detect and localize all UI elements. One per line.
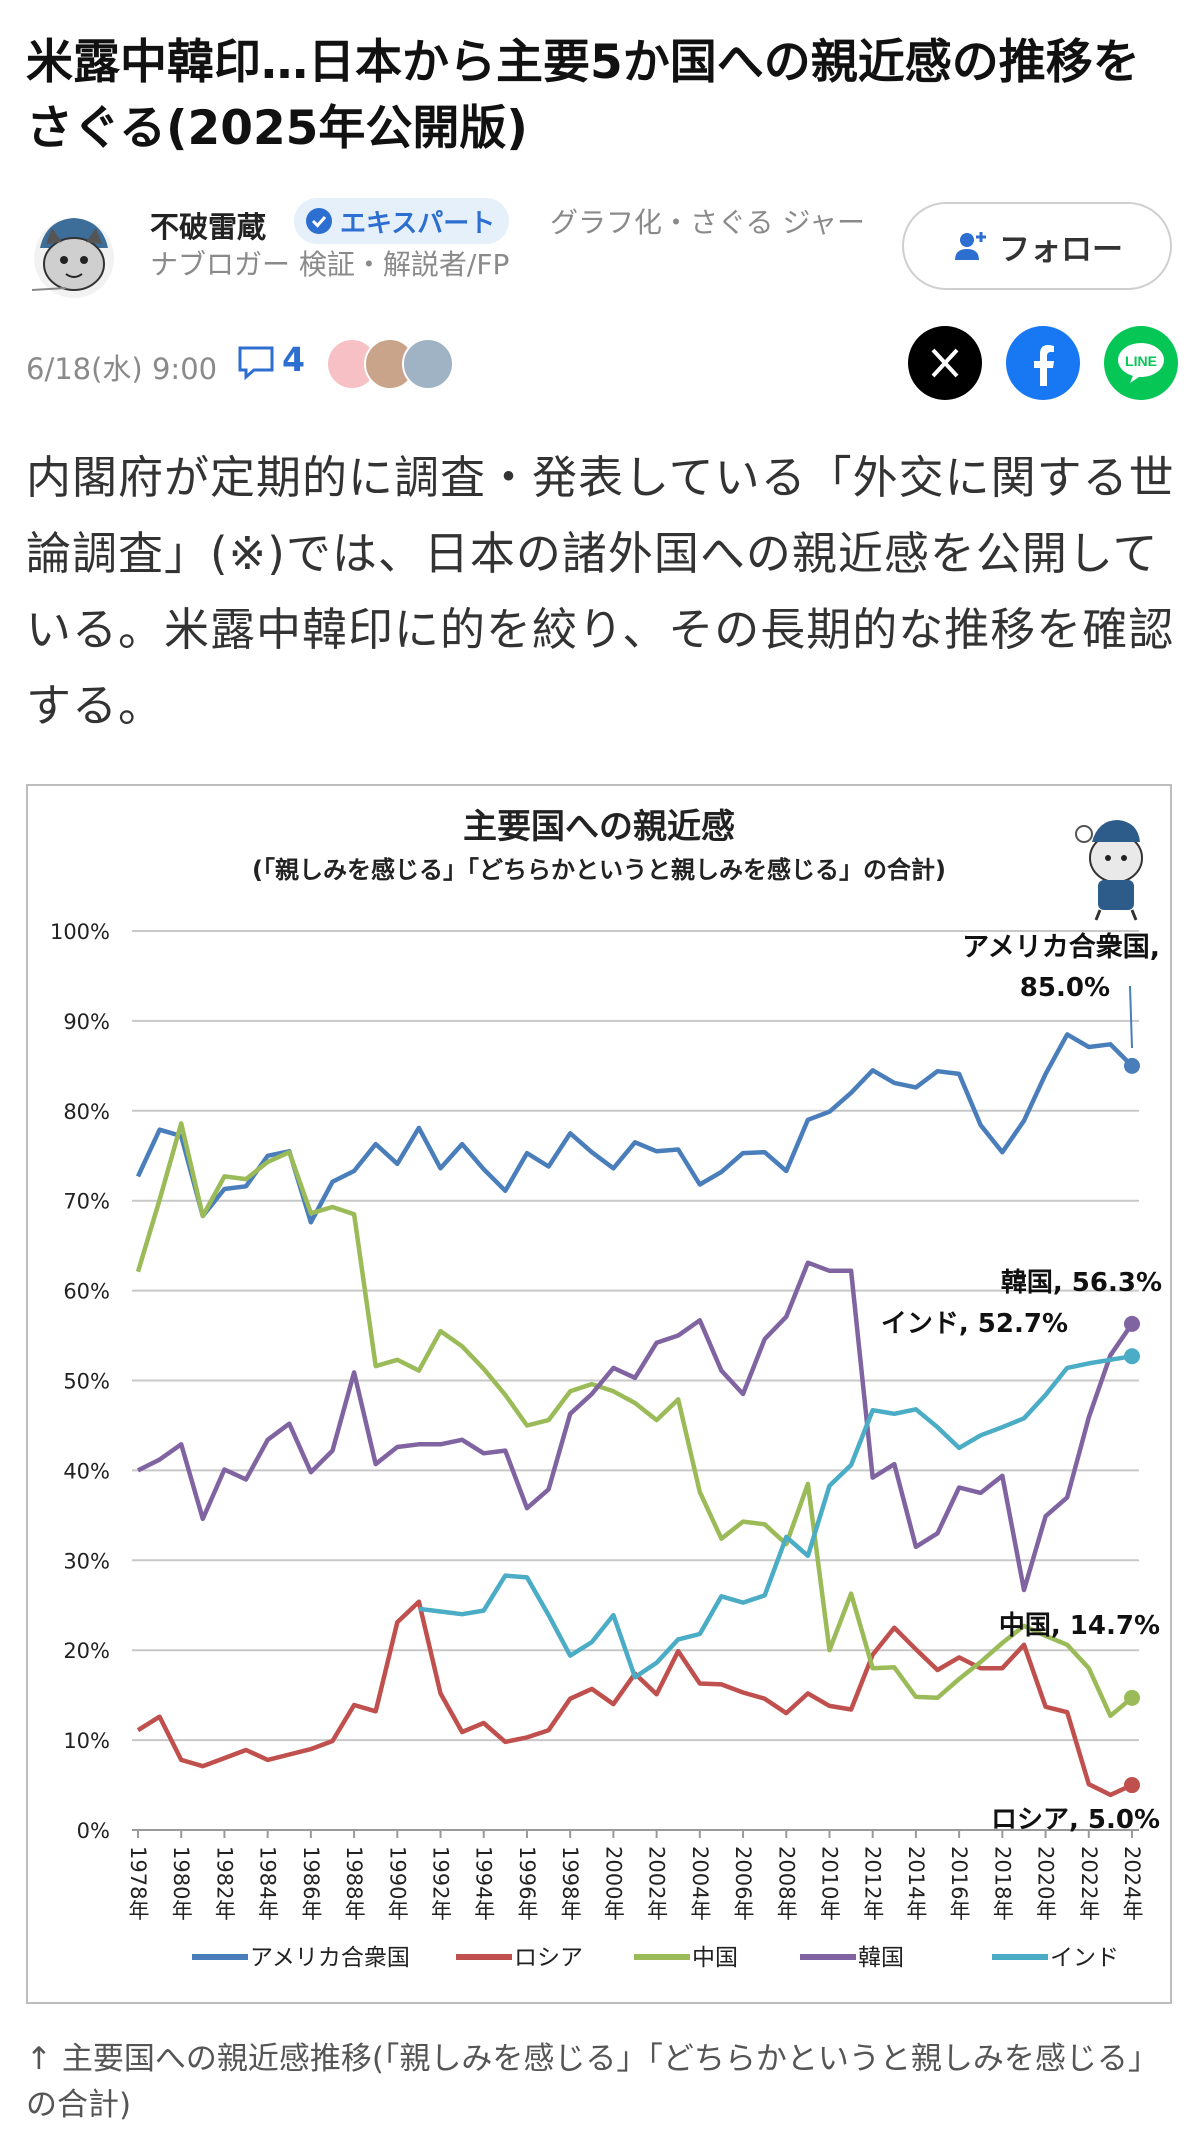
y-tick-label: 50% [63,1370,110,1394]
legend-label: ロシア [514,1945,583,1971]
series-end-point [1124,1777,1140,1794]
series-line [136,1260,1134,1593]
x-logo-icon [931,348,959,378]
lead-paragraph: 内閣府が定期的に調査・発表している「外交に関する世論調査」(※)では、日本の諸外… [26,451,1175,732]
x-tick-label: 2012年 [861,1846,885,1921]
comment-count[interactable]: 4 [282,340,305,379]
publish-date: 6/18(水) 9:00 [26,352,218,386]
x-tick-label: 1998年 [558,1846,582,1921]
series-end-label: インド, 52.7% [881,1309,1068,1339]
x-tick-label: 1994年 [472,1846,496,1921]
follow-label: フォロー [999,231,1123,268]
line-chart: 主要国への親近感 (「親しみを感じる」「どちらかというと親しみを感じる」の合計)… [50,807,1162,1971]
y-tick-label: 80% [63,1100,110,1124]
series-end-label: 中国, 14.7% [999,1611,1160,1641]
legend-label: アメリカ合衆国 [250,1945,410,1971]
x-tick-label: 1982年 [212,1846,236,1921]
x-tick-label: 1984年 [256,1846,280,1921]
author-name[interactable]: 不破雷蔵 [150,210,267,244]
y-tick-label: 0% [77,1819,110,1843]
x-tick-label: 1978年 [126,1846,150,1921]
badge-label: エキスパート [340,208,496,239]
x-tick-label: 1996年 [515,1846,539,1921]
follow-plus-icon [955,232,986,260]
x-tick-label: 1980年 [169,1846,193,1921]
author-avatar[interactable] [26,208,122,304]
label-leader [1129,985,1133,1049]
x-tick-label: 2022年 [1077,1846,1101,1921]
legend-label: インド [1050,1945,1119,1971]
series-end-point [1124,1348,1140,1365]
x-tick-label: 2016年 [947,1846,971,1921]
x-tick-label: 2018年 [990,1846,1014,1921]
x-tick-label: 2020年 [1034,1846,1058,1921]
svg-text:LINE: LINE [1125,353,1157,369]
x-tick-label: 2006年 [731,1846,755,1921]
reaction-avatar [402,338,454,390]
x-tick-label: 2002年 [645,1846,669,1921]
share-x-button[interactable] [908,326,982,400]
x-tick-label: 2004年 [688,1846,712,1921]
y-tick-label: 100% [50,920,110,944]
y-tick-label: 60% [63,1280,110,1304]
y-tick-label: 90% [63,1010,110,1034]
chart-caption: ↑ 主要国への親近感推移(「親しみを感じる」「どちらかというと親しみを感じる」の… [26,2041,1159,2123]
share-line-button[interactable]: LINE [1104,326,1178,400]
series-end-label: 85.0% [1020,973,1110,1003]
legend-label: 中国 [692,1945,738,1971]
line-logo-icon: LINE [1118,343,1164,383]
series-end-label: アメリカ合衆国, [962,931,1160,963]
series-end-label: ロシア, 5.0% [991,1805,1160,1835]
series-line [135,1032,1134,1225]
x-tick-label: 2010年 [817,1846,841,1921]
mascot-illustration [1075,820,1143,921]
x-tick-label: 2014年 [904,1846,928,1921]
series-end-label: 韓国, 56.3% [1001,1268,1162,1298]
x-tick-label: 1986年 [299,1846,323,1921]
chart-subtitle: (「親しみを感じる」「どちらかというと親しみを感じる」の合計) [252,856,946,884]
series-end-point [1124,1315,1140,1332]
x-tick-label: 2008年 [774,1846,798,1921]
series-end-point [1124,1057,1140,1074]
chart-title: 主要国への親近感 [463,807,735,847]
share-facebook-button[interactable] [1006,326,1080,400]
y-tick-label: 10% [63,1729,110,1753]
expert-badge: エキスパート [294,198,510,244]
series-line [418,1353,1133,1680]
x-tick-label: 2024年 [1120,1846,1144,1921]
facebook-logo-icon [1034,345,1054,386]
comment-icon[interactable] [236,342,276,382]
y-tick-label: 30% [63,1549,110,1573]
author-description: グラフ化・さぐる ジャーナブロガー 検証・解説者/FP [150,206,865,281]
x-tick-label: 1992年 [429,1846,453,1921]
author-row: グラフ化・さぐる ジャーナブロガー 検証・解説者/FP 不破雷蔵 エキスパート … [26,198,1176,308]
x-tick-label: 1988年 [342,1846,366,1921]
meta-row: 6/18(水) 9:00 4 LINE [26,326,1178,402]
series-line [135,1121,1134,1719]
series-end-point [1124,1689,1140,1706]
x-tick-label: 1990年 [385,1846,409,1921]
legend-label: 韓国 [858,1945,904,1971]
chart-frame: 主要国への親近感 (「親しみを感じる」「どちらかというと親しみを感じる」の合計)… [26,784,1172,2004]
x-tick-label: 2000年 [601,1846,625,1921]
y-tick-label: 40% [63,1459,110,1483]
y-tick-label: 20% [63,1639,110,1663]
article-title: 米露中韓印…日本から主要5か国への親近感の推移をさぐる(2025年公開版) [26,35,1140,156]
follow-button[interactable]: フォロー [902,202,1172,290]
series-line [136,1599,1133,1798]
y-tick-label: 70% [63,1190,110,1214]
check-badge-icon [306,208,332,234]
